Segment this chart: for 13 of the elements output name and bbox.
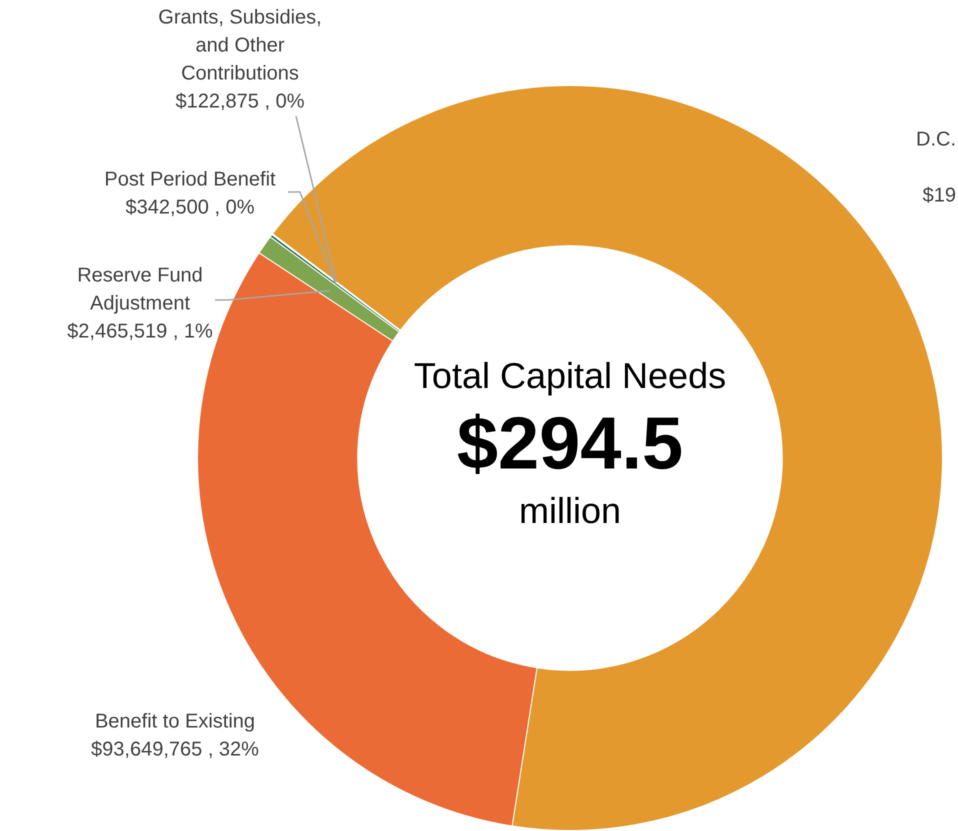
data-label: $122,875 , 0% — [176, 90, 305, 113]
data-label: $342,500 , 0% — [126, 196, 255, 219]
slice-label: Reserve Fund Adjustment — [77, 264, 203, 315]
data-label: $93,649,765 , 32% — [91, 738, 260, 761]
slice-label: D.C. — [916, 128, 956, 151]
text: Total Capital Needs — [414, 354, 726, 396]
text: million — [518, 490, 622, 531]
slice-label: Benefit to Existing — [94, 710, 256, 733]
text: $19 — [922, 184, 956, 207]
slice-label: Grants, Subsidies, and Other Contributions — [158, 6, 322, 85]
slice-label: Post Period Benefit — [104, 168, 276, 191]
data-label: $2,465,519 , 1% — [67, 320, 214, 343]
text: $294.5 — [456, 401, 684, 484]
